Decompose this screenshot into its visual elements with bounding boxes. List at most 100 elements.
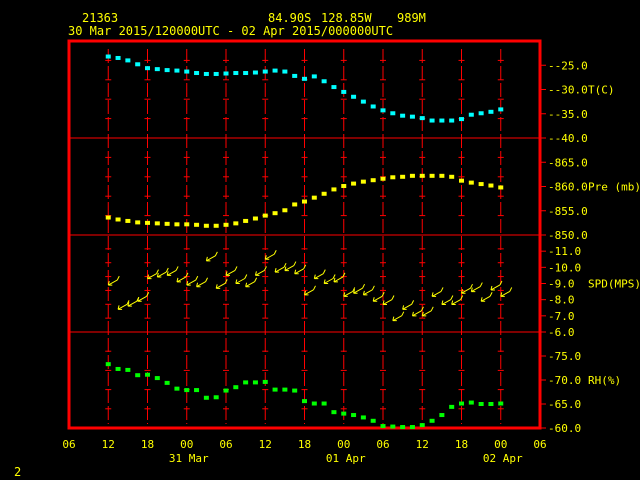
data-point-rh xyxy=(390,424,396,429)
data-point-pres xyxy=(233,221,239,226)
wind-arrow xyxy=(186,275,199,286)
data-point-pres xyxy=(409,173,415,178)
wind-arrow xyxy=(421,306,434,317)
wind-arrow xyxy=(402,300,415,310)
wind-arrow xyxy=(480,292,493,302)
data-point-rh xyxy=(233,385,239,390)
y-tick-label-rh: -75.0 xyxy=(548,350,581,363)
panel-label-pres: Pre (mb) xyxy=(588,181,640,194)
data-point-pres xyxy=(439,173,445,178)
data-point-rh xyxy=(419,423,425,428)
data-point-temp xyxy=(302,76,307,81)
wind-arrow xyxy=(343,287,356,297)
data-point-rh xyxy=(321,401,327,406)
data-point-pres xyxy=(419,173,425,178)
data-point-rh xyxy=(439,413,445,418)
x-tick-label: 18 xyxy=(298,438,311,451)
data-point-rh xyxy=(105,362,111,367)
data-point-pres xyxy=(135,220,141,225)
wind-arrow xyxy=(196,277,209,288)
data-point-temp xyxy=(233,71,239,76)
wind-arrow xyxy=(294,264,307,275)
data-point-pres xyxy=(213,223,219,228)
data-point-rh xyxy=(145,372,150,377)
data-point-temp xyxy=(488,109,494,114)
time-range: 30 Mar 2015/120000UTC - 02 Apr 2015/0000… xyxy=(68,24,394,38)
wind-arrow xyxy=(500,287,513,297)
x-tick-label: 06 xyxy=(376,438,389,451)
panel-label-temp: T(C) xyxy=(588,84,615,97)
data-point-temp xyxy=(223,71,229,76)
y-tick-label-spd: -9.0 xyxy=(548,278,575,291)
data-point-pres xyxy=(360,179,366,184)
y-tick-label-temp: --30.0 xyxy=(548,84,588,97)
y-tick-label-temp: --25.0 xyxy=(548,59,588,72)
elevation: 989M xyxy=(397,11,426,25)
data-point-pres xyxy=(243,218,249,223)
data-point-temp xyxy=(429,118,435,123)
panel-label-rh: RH(%) xyxy=(588,374,621,387)
data-point-rh xyxy=(292,388,298,393)
y-tick-label-rh: -60.0 xyxy=(548,422,581,435)
data-point-temp xyxy=(439,118,445,123)
wind-arrow xyxy=(117,300,130,310)
data-point-temp xyxy=(105,54,111,59)
wind-arrow xyxy=(451,295,464,306)
data-point-temp xyxy=(419,116,425,121)
data-point-temp xyxy=(321,79,327,84)
data-point-temp xyxy=(164,68,170,73)
data-point-pres xyxy=(282,208,288,213)
data-point-temp xyxy=(252,70,258,75)
x-tick-label: 12 xyxy=(102,438,115,451)
data-point-pres xyxy=(429,173,435,178)
y-tick-label-pres: -850.0 xyxy=(548,229,588,242)
y-tick-label-rh: -70.0 xyxy=(548,374,581,387)
data-point-temp xyxy=(370,104,376,109)
wind-arrow xyxy=(156,267,169,278)
data-point-rh xyxy=(194,388,200,393)
data-point-temp xyxy=(262,69,268,74)
data-point-rh xyxy=(125,367,131,372)
data-point-temp xyxy=(341,89,347,94)
data-point-rh xyxy=(311,401,317,406)
wind-arrow xyxy=(137,292,150,302)
data-point-rh xyxy=(203,395,209,400)
longitude: 128.85W xyxy=(321,11,372,25)
wind-arrow xyxy=(215,279,228,289)
data-point-temp xyxy=(213,71,219,76)
data-point-temp xyxy=(400,113,406,118)
data-point-pres xyxy=(203,223,209,228)
data-point-temp xyxy=(292,73,298,78)
wind-arrow xyxy=(304,285,316,296)
data-point-pres xyxy=(390,175,396,180)
wind-arrow xyxy=(264,250,277,260)
x-tick-label: 00 xyxy=(180,438,193,451)
data-point-temp xyxy=(125,58,131,63)
wind-arrow xyxy=(411,306,424,317)
x-tick-label: 06 xyxy=(219,438,232,451)
data-point-rh xyxy=(223,388,229,393)
wind-arrow xyxy=(470,282,483,293)
data-point-pres xyxy=(488,183,494,188)
data-point-rh xyxy=(331,410,337,415)
data-point-pres xyxy=(302,199,307,204)
y-tick-label-spd: -10.0 xyxy=(548,261,581,274)
y-tick-label-spd: -8.0 xyxy=(548,294,575,307)
data-point-rh xyxy=(135,373,141,378)
data-point-temp xyxy=(380,108,386,113)
data-point-temp xyxy=(154,67,160,72)
x-tick-label: 12 xyxy=(259,438,272,451)
data-point-pres xyxy=(321,191,327,196)
wind-arrow xyxy=(147,269,159,280)
data-point-temp xyxy=(203,71,209,76)
data-point-temp xyxy=(468,112,474,117)
data-point-rh xyxy=(360,415,366,420)
wind-arrow xyxy=(382,295,395,306)
y-tick-label-spd: -7.0 xyxy=(548,310,575,323)
y-tick-label-temp: --35.0 xyxy=(548,108,588,121)
x-date-label: 02 Apr xyxy=(483,452,523,465)
x-date-label: 31 Mar xyxy=(169,452,209,465)
wind-arrow xyxy=(205,251,218,262)
data-point-temp xyxy=(331,85,337,90)
